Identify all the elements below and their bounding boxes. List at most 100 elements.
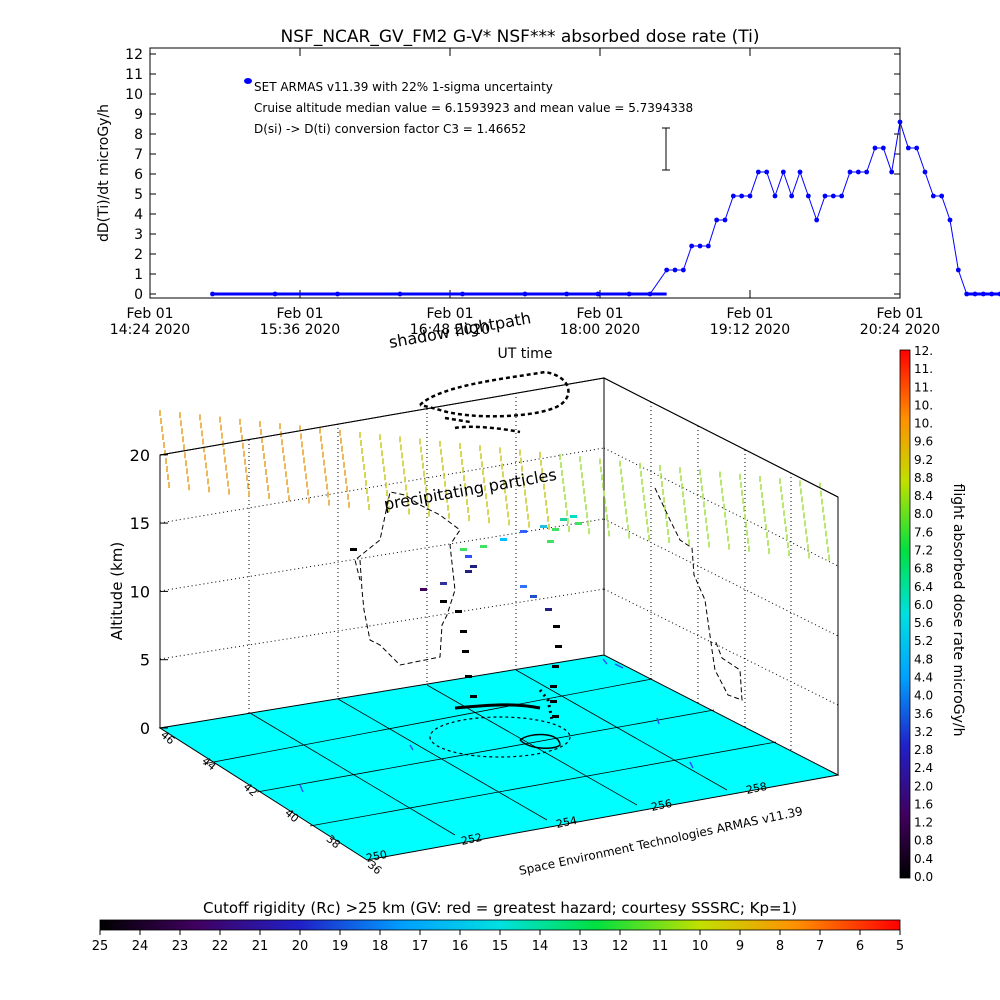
dose-tick-label: 9.2 — [914, 453, 933, 467]
dose-point — [626, 291, 632, 297]
rc-tick-label: 8 — [776, 939, 784, 954]
x-tick-time: 16:48 2020 — [410, 322, 490, 338]
dose-tick-label: 4.4 — [914, 670, 933, 684]
back-wall-grid — [159, 393, 839, 752]
track-segment — [480, 545, 487, 548]
track-segment — [555, 645, 562, 648]
dose-point — [830, 193, 836, 199]
dose-point — [872, 145, 878, 151]
dose-point — [880, 145, 886, 151]
rc-tick-label: 6 — [856, 939, 864, 954]
dose-tick-label: 6.8 — [914, 562, 933, 576]
top-edge-right — [603, 377, 839, 498]
floor-map — [158, 654, 840, 861]
dose-point — [697, 243, 703, 249]
y-tick-label: 6 — [134, 167, 143, 183]
dose-tick-label: 12. — [914, 344, 933, 358]
dose-point — [647, 291, 653, 297]
track-segment — [460, 548, 467, 551]
dose-tick-label: 7.6 — [914, 525, 933, 539]
rigidity-colorbar: Cutoff rigidity (Rc) >25 km (GV: red = g… — [92, 899, 904, 954]
track-segment — [520, 530, 527, 533]
dose-tick-label: 7.2 — [914, 544, 933, 558]
error-bar — [662, 127, 670, 171]
dose-point — [972, 291, 978, 297]
z-tick-label: 15 — [130, 514, 150, 533]
y-tick-label: 5 — [134, 187, 143, 203]
dose-point — [397, 291, 403, 297]
dose-point — [739, 193, 745, 199]
dose-point — [839, 193, 845, 199]
longitude-axis: 250 252 254 256 258 — [365, 780, 768, 865]
dose-point — [722, 217, 728, 223]
rc-tick-label: 13 — [572, 939, 589, 954]
dose-point — [747, 193, 753, 199]
rc-tick-label: 20 — [292, 939, 309, 954]
y-tick-label: 9 — [134, 107, 143, 123]
dose-point — [272, 291, 278, 297]
dose-point — [730, 193, 736, 199]
track-segment — [462, 650, 469, 653]
z-tick-label: 10 — [130, 582, 150, 601]
rc-tick-label: 24 — [132, 939, 149, 954]
dose-colorbar-label: flight absorbed dose rate microGy/h — [950, 484, 966, 737]
dose-tick-label: 0.0 — [914, 870, 933, 884]
z-axis: 0 5 10 15 20 — [130, 446, 168, 738]
y-tick-label: 8 — [134, 127, 143, 143]
dose-point — [805, 193, 811, 199]
dose-point — [814, 217, 820, 223]
dose-point — [780, 169, 786, 175]
track-segment — [547, 540, 554, 543]
dose-colorbar-fill — [899, 349, 911, 879]
dose-point — [335, 291, 340, 297]
track-segment — [530, 595, 537, 598]
top-edge-left — [159, 377, 605, 456]
rigidity-field-marks — [159, 410, 830, 561]
dose-point — [664, 267, 670, 273]
rc-tick-label: 17 — [412, 939, 429, 954]
y-tick-label: 4 — [134, 207, 143, 223]
track-segment — [350, 548, 357, 551]
dose-point — [855, 169, 861, 175]
track-segment — [470, 695, 477, 698]
x-tick-date: Feb 01 — [276, 306, 323, 322]
legend-median-note: Cruise altitude median value = 6.1593923… — [254, 101, 693, 115]
track-segment — [460, 630, 467, 633]
top-y-axis-label: dD(Ti)/dt microGy/h — [96, 104, 112, 242]
rc-tick-label: 12 — [612, 939, 629, 954]
dose-rate-line — [212, 121, 1000, 295]
rigidity-colorbar-fill — [99, 919, 901, 931]
z-tick-label: 5 — [140, 651, 150, 670]
y-tick-label: 12 — [125, 47, 143, 63]
dose-tick-label: 4.0 — [914, 689, 933, 703]
dose-point — [689, 243, 695, 249]
dose-tick-label: 8.8 — [914, 471, 933, 485]
legend-entry: SET ARMAS v11.39 with 22% 1-sigma uncert… — [254, 80, 553, 94]
dose-colorbar-ticks: 0.0 0.4 0.8 1.2 1.6 2.0 2.4 2.8 3.2 3.6 4.0 4.4 4.8 5… — [914, 344, 933, 884]
dose-point — [939, 193, 945, 199]
dose-point — [889, 169, 895, 175]
overhead-shadow — [419, 370, 570, 434]
dose-tick-label: 3.6 — [914, 707, 933, 721]
z-tick-label: 20 — [130, 446, 150, 465]
dose-tick-label: 5.6 — [914, 616, 933, 630]
rc-tick-label: 21 — [252, 939, 269, 954]
track-segment — [420, 588, 427, 591]
dose-point — [755, 169, 761, 175]
dose-point — [772, 193, 778, 199]
x-tick-time: 19:12 2020 — [710, 322, 790, 338]
track-segment — [465, 570, 472, 573]
track-segment — [575, 522, 582, 525]
flight-track — [350, 515, 582, 718]
dose-tick-label: 8.0 — [914, 507, 933, 521]
x-tick-time: 18:00 2020 — [560, 322, 640, 338]
dose-point — [922, 169, 928, 175]
x-tick-date: Feb 01 — [876, 306, 923, 322]
rc-tick-label: 16 — [452, 939, 469, 954]
dose-point — [997, 291, 1000, 297]
dose-tick-label: 2.0 — [914, 779, 933, 793]
floor-shadow-path — [429, 689, 571, 758]
